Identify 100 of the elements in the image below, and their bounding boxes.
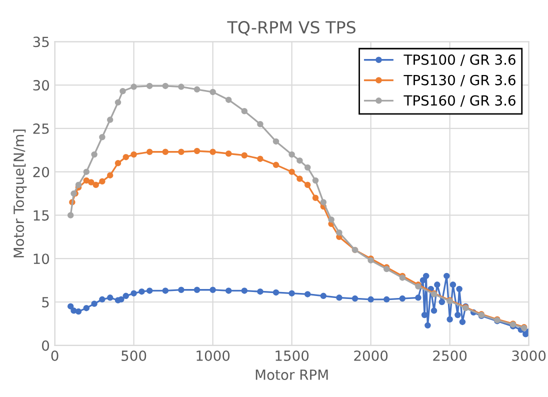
point [257,288,264,295]
point [91,151,98,158]
point [446,316,453,322]
point [320,199,327,206]
point [296,157,303,164]
point [399,295,406,302]
y-tick-label: 30 [33,80,50,91]
point [75,182,82,188]
point [118,296,124,303]
point [162,148,169,156]
point [454,312,461,318]
point [420,277,426,284]
point [91,300,98,307]
point [92,182,100,188]
point [304,182,311,188]
point [122,292,130,300]
y-tick-label: 5 [42,297,49,308]
y-tick-label: 20 [33,166,50,178]
point [288,168,295,175]
point [272,289,280,296]
point [304,164,311,171]
point [114,160,122,166]
point [424,322,431,329]
point [178,84,184,90]
point [146,82,153,90]
x-tick-label: 1000 [196,350,230,361]
point [210,88,216,96]
point [210,286,216,293]
point [99,134,106,140]
x-tick-label: 2500 [433,350,467,361]
point [130,151,137,158]
point [70,308,77,314]
point [88,179,94,186]
point [288,151,295,158]
point [130,84,137,90]
point [120,88,126,94]
point [422,272,430,280]
x-tick-label: 500 [122,350,146,361]
point [312,194,319,201]
point [114,99,122,106]
chart-title: TQ-RPM VS TPS [227,20,356,36]
point [138,288,145,295]
point [146,288,153,294]
point [320,292,327,300]
y-tick-label: 25 [33,123,49,134]
legend-label: TPS160 / GR 3.6 [404,95,516,107]
y-tick-label: 15 [34,210,49,221]
point [304,291,311,298]
point [178,148,184,156]
point [241,152,248,158]
point [450,282,456,288]
point [162,82,169,90]
point [430,308,438,314]
point [434,282,440,288]
point [194,286,200,293]
point [99,178,106,185]
point [336,229,342,236]
point [106,294,114,301]
point [421,312,428,318]
x-tick-label: 3000 [512,350,546,361]
point [296,176,303,182]
point [178,286,184,293]
point [272,162,280,168]
point [146,148,153,156]
point [383,296,390,303]
point [368,296,374,303]
point [225,150,232,157]
point [225,96,232,103]
point [352,295,358,302]
point [194,148,200,154]
x-tick-label: 2000 [354,350,388,361]
point [130,290,137,296]
point [83,168,90,175]
point [162,288,169,294]
point [312,177,319,184]
point [210,148,216,156]
point [459,318,466,326]
point [106,172,114,178]
point [75,308,82,315]
legend-label: TPS100 / GR 3.6 [404,54,516,66]
point [456,286,462,292]
point [444,272,450,280]
y-axis-title: Motor Torque[N/m] [13,130,27,258]
point [194,86,200,93]
x-axis-title: Motor RPM [256,370,328,380]
point [328,216,334,223]
point [257,120,264,128]
point [438,298,446,306]
point [83,177,90,184]
point [336,294,342,301]
point [415,294,422,301]
point [241,288,248,294]
point [67,212,74,218]
point [225,288,232,294]
legend-label: TPS130 / GR 3.6 [404,74,516,86]
point [272,138,280,145]
point [99,296,106,303]
y-tick-label: 35 [33,36,49,48]
point [288,290,295,296]
y-tick-label: 0 [42,340,50,351]
